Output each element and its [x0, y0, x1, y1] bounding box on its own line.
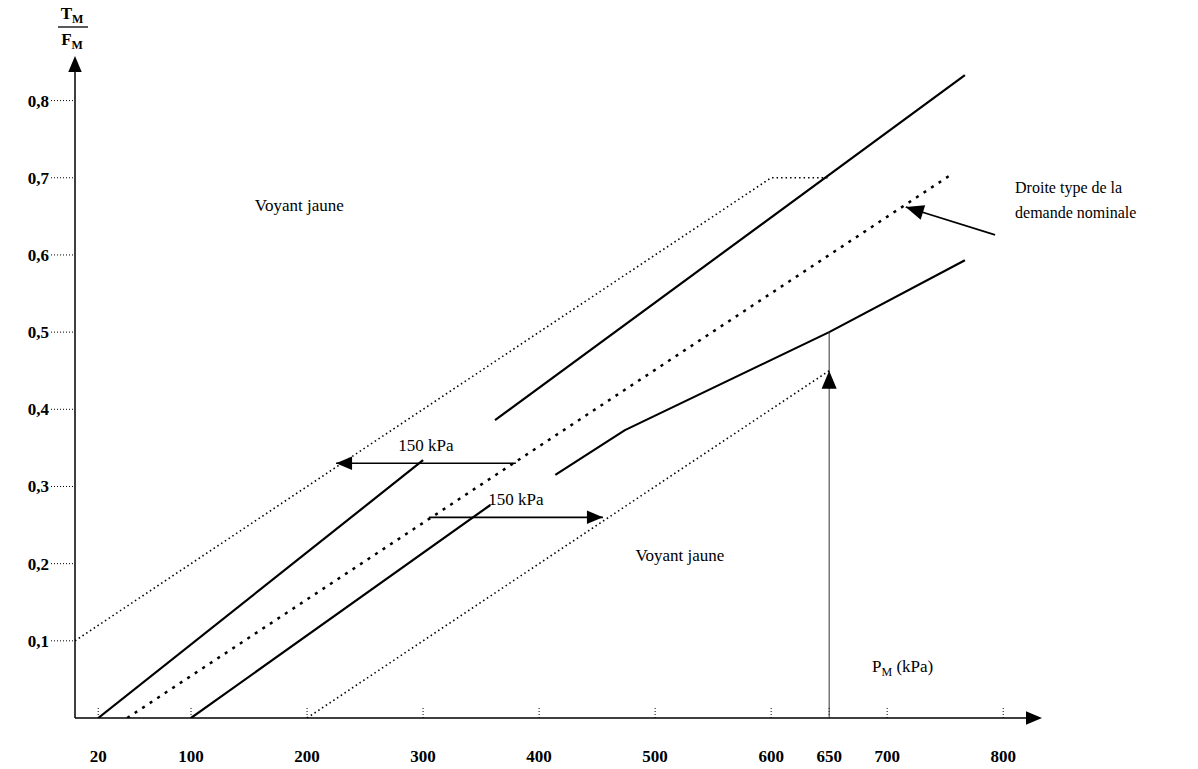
y-tick-label: 0,3 — [28, 477, 49, 496]
y-tick-label: 0,8 — [28, 92, 49, 111]
callout-label: Droite type de la — [1015, 179, 1122, 197]
span-arrow-head — [587, 511, 603, 524]
y-tick — [51, 409, 75, 410]
y-tick — [51, 254, 75, 255]
y-tick-label: 0,5 — [28, 323, 49, 342]
x-tick-label: 700 — [874, 747, 900, 766]
series-line — [98, 460, 423, 718]
x-tick-label: 650 — [816, 747, 842, 766]
y-axis-line — [74, 62, 76, 718]
callout-label: demande nominale — [1015, 204, 1136, 221]
reference-arrow-head — [822, 371, 837, 389]
y-label-main: F — [61, 30, 71, 49]
x-tick — [98, 706, 99, 718]
span-arrow — [429, 517, 603, 519]
x-tick — [191, 706, 192, 718]
y-tick — [51, 640, 75, 641]
x-tick — [423, 706, 424, 718]
x-tick — [771, 706, 772, 718]
span-label: 150 kPa — [488, 490, 544, 509]
y-label-sub: M — [72, 38, 83, 52]
y-label-bar — [58, 26, 88, 27]
axes: 0,1 0,2 0,3 0,4 0,5 0,6 0,7 0,8 20 100 200 300 400 50… — [28, 56, 1042, 766]
y-tick — [51, 563, 75, 564]
x-tick-label: 20 — [90, 747, 107, 766]
x-tick-label: 800 — [990, 747, 1016, 766]
y-tick-label: 0,2 — [28, 555, 49, 574]
zone-label: Voyant jaune — [635, 546, 724, 565]
y-label-main: T — [61, 4, 73, 23]
x-tick-label: 400 — [526, 747, 552, 766]
x-tick — [887, 706, 888, 718]
callout-arrow-head — [906, 205, 925, 219]
x-label-unit: (kPa) — [892, 657, 933, 676]
background — [0, 0, 1198, 769]
y-label-sub: M — [72, 12, 83, 26]
y-label-numerator: TM — [61, 4, 84, 26]
series-line — [307, 371, 829, 718]
x-axis-arrow — [1026, 711, 1042, 724]
y-label-denominator: FM — [61, 30, 83, 52]
y-tick — [51, 332, 75, 333]
x-label-sub: M — [881, 665, 892, 679]
y-tick — [51, 486, 75, 487]
y-axis-arrow — [68, 56, 81, 72]
y-tick-label: 0,6 — [28, 246, 49, 265]
series-line — [75, 178, 829, 641]
y-tick-label: 0,1 — [28, 632, 49, 651]
x-tick — [655, 706, 656, 718]
series-line — [191, 505, 490, 718]
y-tick-label: 0,4 — [28, 400, 50, 419]
x-label-main: P — [872, 657, 881, 676]
span-arrow-head — [336, 457, 352, 470]
span-label: 150 kPa — [398, 436, 454, 455]
y-tick — [51, 100, 75, 101]
plot-area — [75, 75, 965, 718]
y-tick-label: 0,7 — [28, 169, 50, 188]
x-tick — [539, 706, 540, 718]
x-tick-label: 200 — [294, 747, 320, 766]
series-line — [555, 260, 965, 475]
x-tick-label: 600 — [758, 747, 784, 766]
x-tick-label: 500 — [642, 747, 668, 766]
chart: 0,1 0,2 0,3 0,4 0,5 0,6 0,7 0,8 20 100 200 300 400 50… — [0, 0, 1198, 769]
x-tick — [307, 706, 308, 718]
x-label: PM (kPa) — [872, 657, 933, 679]
x-tick-label: 100 — [178, 747, 204, 766]
series-line — [127, 175, 950, 718]
zone-label: Voyant jaune — [255, 196, 344, 215]
span-arrow — [336, 463, 516, 465]
y-tick — [51, 177, 75, 178]
series-line — [495, 75, 965, 420]
reference-line — [829, 332, 830, 718]
x-tick-label: 300 — [410, 747, 436, 766]
x-axis-line — [75, 717, 1038, 719]
x-tick — [1003, 706, 1004, 718]
annotations: Voyant jaune Voyant jaune 150 kPa 150 kPa Dr… — [255, 179, 1137, 718]
